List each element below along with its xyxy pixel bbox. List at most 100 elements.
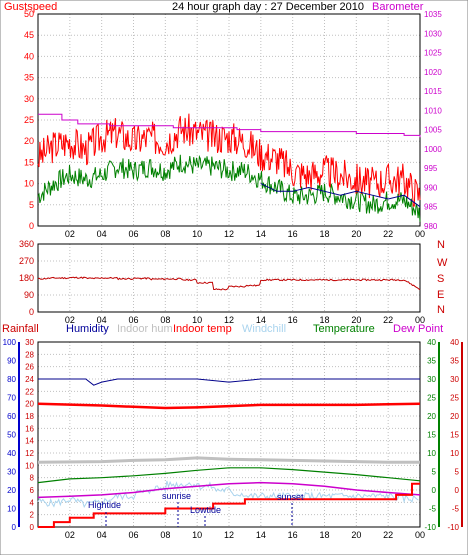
x-tick-label: 06 — [128, 229, 138, 239]
bearing-tick: 0 — [29, 307, 34, 317]
rain-tick: 12 — [25, 449, 34, 458]
panel-2-frame — [37, 243, 421, 313]
rain-tick: 22 — [25, 387, 34, 396]
x-tick-label: 16 — [288, 315, 298, 325]
panel-1-series — [37, 113, 421, 222]
panel-1-frame — [37, 13, 421, 227]
humidity-tick: 0 — [12, 523, 17, 532]
barometer-tick: 1010 — [424, 106, 442, 115]
legend-temperature: Temperature — [313, 323, 375, 335]
x-tick-label: 16 — [288, 530, 298, 540]
humidity-tick: 20 — [7, 486, 16, 495]
rain-tick: 0 — [30, 523, 35, 532]
temp-red-tick: 40 — [450, 338, 459, 347]
x-tick-label: 18 — [319, 229, 329, 239]
dewpoint-line — [37, 481, 421, 499]
x-tick-label: 10 — [192, 530, 202, 540]
barometer-tick: 1035 — [424, 10, 442, 19]
humidity-axis-ticks: 0 10 20 30 40 50 60 70 80 90 100 — [3, 338, 17, 532]
x-tick-label: 04 — [97, 229, 107, 239]
x-tick-label: 12 — [224, 315, 234, 325]
gustspeed-line — [37, 113, 421, 207]
temp-green-tick: 20 — [427, 412, 436, 421]
x-tick-label: 14 — [256, 530, 266, 540]
legend-humidity: Humidity — [66, 323, 109, 335]
humidity-tick: 90 — [7, 357, 16, 366]
rain-tick: 16 — [25, 424, 34, 433]
sunset-label: sunset — [277, 492, 304, 502]
gust-tick: 20 — [24, 136, 34, 146]
barometer-tick: 980 — [424, 222, 438, 231]
x-tick-label: 06 — [128, 530, 138, 540]
compass-label: W — [437, 257, 448, 269]
temp-red-tick: 0 — [455, 486, 460, 495]
rain-tick: 30 — [25, 338, 34, 347]
humidity-tick: 100 — [3, 338, 17, 347]
temp-green-tick: -5 — [429, 505, 437, 514]
indoor-hum-line — [37, 456, 420, 464]
x-tick-label: 04 — [97, 315, 107, 325]
x-tick-label: 00 — [415, 315, 425, 325]
x-tick-label: 02 — [65, 229, 75, 239]
rain-tick: 2 — [30, 511, 35, 520]
page-title: 24 hour graph day : 27 December 2010 — [172, 1, 364, 13]
panel-3-legend: Rainfall Humidity Indoor hum Indoor temp… — [2, 323, 443, 335]
x-tick-label: 14 — [256, 315, 266, 325]
temp-green-tick: 25 — [427, 394, 436, 403]
temp-green-tick: 15 — [427, 431, 436, 440]
sunrise-label: sunrise — [162, 491, 191, 501]
gust-tick: 45 — [24, 30, 34, 40]
x-tick-label: 22 — [383, 315, 393, 325]
barometer-tick: 1020 — [424, 68, 442, 77]
humidity-tick: 40 — [7, 449, 16, 458]
gustspeed-label: Gustspeed — [4, 1, 57, 13]
x-tick-label: 16 — [288, 229, 298, 239]
legend-indoor-temp: Indoor temp — [173, 323, 232, 335]
wind-direction-line — [37, 276, 421, 291]
x-tick-label: 04 — [97, 530, 107, 540]
temp-green-tick: 10 — [427, 449, 436, 458]
temp-red-tick: 5 — [455, 468, 460, 477]
panel-1-xticks: 02 04 06 08 10 12 14 16 18 20 22 00 — [65, 229, 425, 239]
bearing-tick: 360 — [19, 239, 34, 249]
panel-3-events: Hightide sunrise Lowtide sunset — [88, 491, 304, 527]
gust-tick: 25 — [24, 115, 34, 125]
compass-label: S — [437, 273, 444, 285]
temp-green-tick: 5 — [432, 468, 437, 477]
rain-tick: 10 — [25, 461, 34, 470]
x-tick-label: 18 — [319, 530, 329, 540]
humidity-tick: 50 — [7, 431, 16, 440]
x-tick-label: 20 — [351, 229, 361, 239]
panel-2-series — [37, 276, 421, 291]
x-tick-label: 18 — [319, 315, 329, 325]
x-tick-label: 12 — [224, 229, 234, 239]
humidity-overlay-line — [260, 183, 421, 208]
rain-tick: 4 — [30, 498, 35, 507]
x-tick-label: 02 — [65, 530, 75, 540]
gust-tick: 15 — [24, 157, 34, 167]
windspeed-line — [37, 154, 421, 222]
x-tick-label: 10 — [192, 229, 202, 239]
barometer-label: Barometer — [372, 1, 424, 13]
rain-tick: 24 — [25, 375, 34, 384]
x-tick-label: 00 — [415, 530, 425, 540]
panel-3-frame — [37, 341, 421, 528]
bearing-tick: 90 — [24, 290, 34, 300]
rainfall-line — [38, 482, 420, 528]
panel-3-series — [37, 378, 421, 528]
barometer-tick: 1030 — [424, 29, 442, 38]
temp-green-tick: 35 — [427, 357, 436, 366]
temp-red-tick: 10 — [450, 449, 459, 458]
rain-tick: 28 — [25, 350, 34, 359]
x-tick-label: 06 — [128, 315, 138, 325]
legend-indoor-hum: Indoor hum — [117, 323, 173, 335]
legend-rainfall: Rainfall — [2, 323, 39, 335]
barometer-tick: 1025 — [424, 49, 442, 58]
bearing-tick: 270 — [19, 256, 34, 266]
lowtide-label: Lowtide — [190, 505, 221, 515]
x-tick-label: 20 — [351, 315, 361, 325]
barometer-tick: 1005 — [424, 126, 442, 135]
gust-tick: 40 — [24, 51, 34, 61]
